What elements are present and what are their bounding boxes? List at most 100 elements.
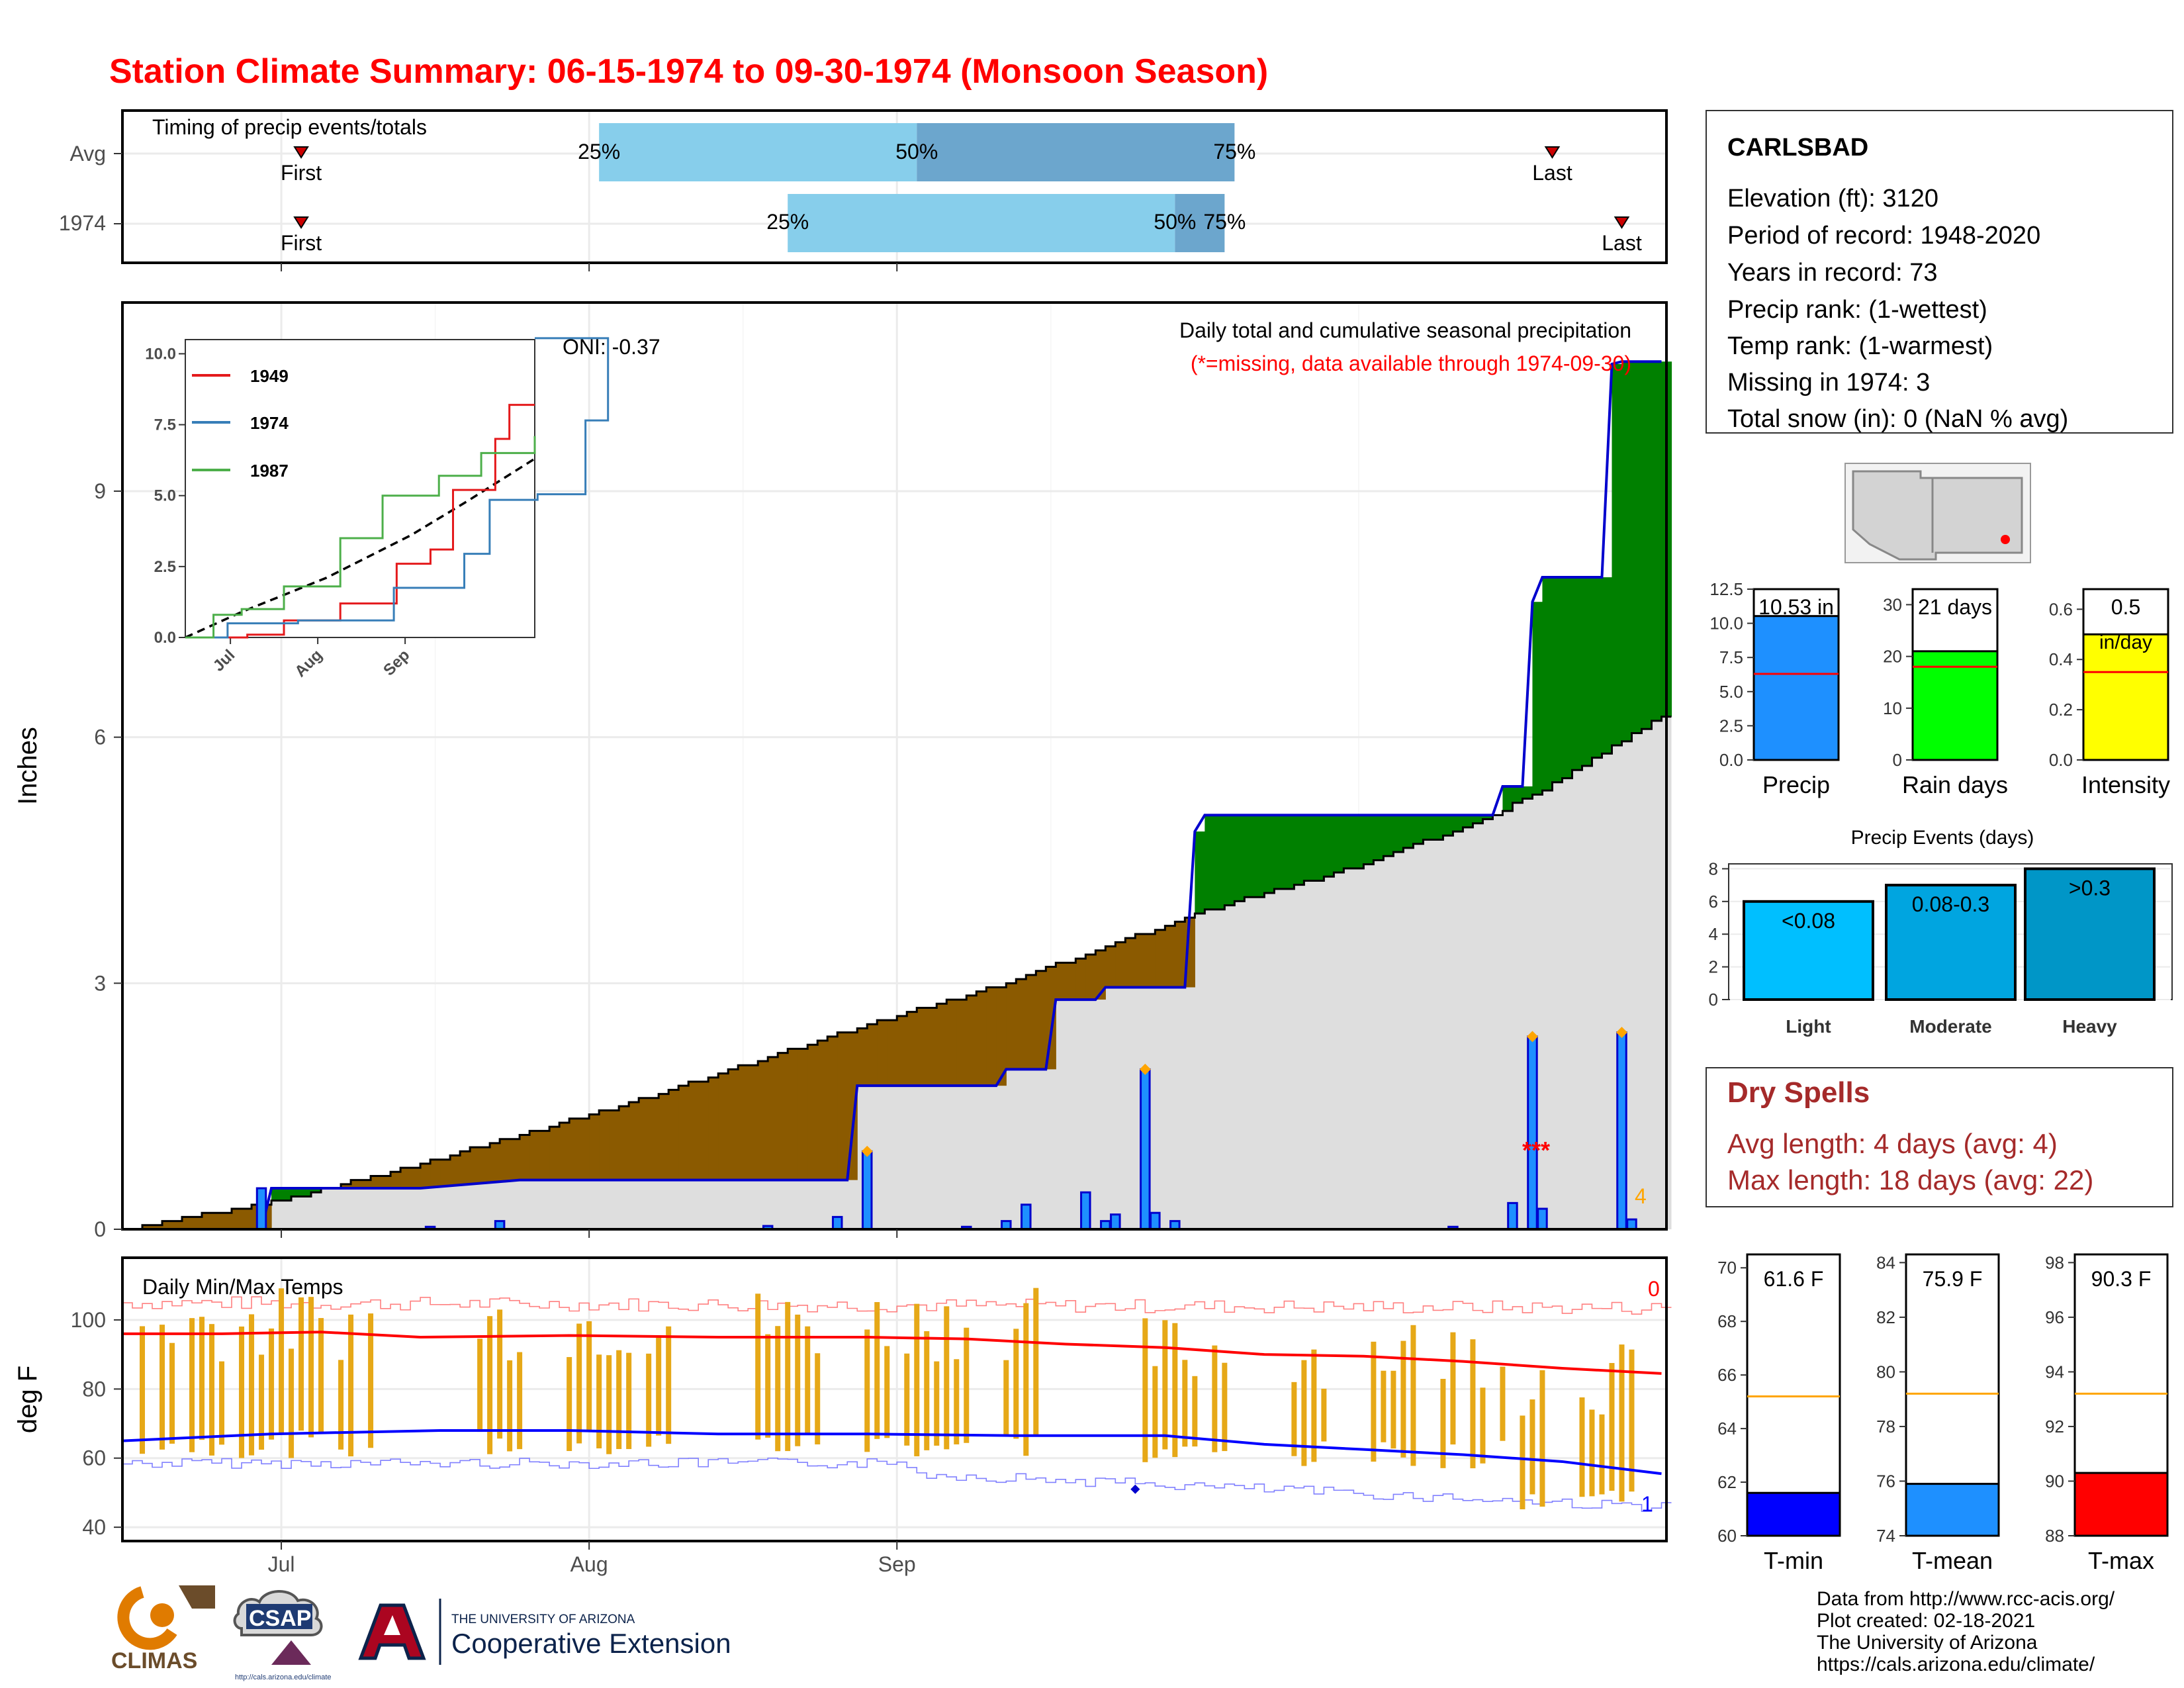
dry-spells-box: Dry Spells Avg length: 4 days (avg: 4) M… [1706, 1067, 2173, 1207]
precip-daily-bar [1527, 1035, 1538, 1231]
temp-bar-label: T-min [1764, 1547, 1823, 1574]
precip-surplus-segment [271, 1188, 282, 1201]
precip-deficit-segment [490, 1143, 500, 1183]
summary-bar-tick-label: 0.4 [2049, 649, 2073, 669]
temp-count-max: 0 [1648, 1277, 1660, 1301]
events-bar-label: Light [1786, 1016, 1831, 1037]
temp-bar-fill [2073, 1472, 2169, 1537]
precip-surplus-segment [311, 1188, 322, 1193]
precip-surplus-segment [1532, 602, 1543, 795]
precip-deficit-segment [768, 1056, 778, 1180]
events-bar-light [1743, 900, 1874, 1002]
timing-first-label: First [281, 161, 322, 185]
precip-deficit-segment [1175, 921, 1185, 988]
events-bar-value: >0.3 [2069, 876, 2111, 900]
precip-surplus-segment [1195, 831, 1205, 914]
precip-deficit-segment [946, 1000, 957, 1086]
precip-deficit-segment [579, 1118, 590, 1180]
precip-deficit-segment [867, 1024, 878, 1086]
precip-deficit-segment [470, 1147, 480, 1184]
inset-plot-bg [185, 339, 535, 638]
precip-deficit-segment [887, 1020, 897, 1086]
precip-deficit-segment [797, 1049, 808, 1180]
timing-panel: Timing of precip events/totals 25% 50% 75%… [59, 109, 1668, 271]
precip-surplus-segment [1294, 815, 1304, 885]
temp-daily-bar [1400, 1340, 1406, 1458]
temp-daily-bar [1480, 1387, 1486, 1464]
temp-daily-bar [1301, 1360, 1307, 1466]
precip-deficit-segment [1105, 946, 1116, 988]
temp-panel-frame [121, 1256, 1668, 1542]
precip-deficit-segment [371, 1176, 381, 1189]
timing-bar-50-75 [917, 123, 1235, 181]
precip-deficit-segment [1066, 962, 1076, 1000]
temp-daily-bar [1023, 1303, 1029, 1456]
temp-summary-t-min: 61.6 F T-min 60 62 64 66 68 70 [1717, 1253, 1841, 1574]
page-title: Station Climate Summary: 06-15-1974 to 0… [109, 52, 1268, 91]
temp-daily-bar [259, 1354, 265, 1450]
precip-deficit-segment [827, 1036, 838, 1180]
timing-first-label: First [281, 231, 322, 255]
temp-daily-bar [646, 1353, 652, 1447]
x-axis-tick-label: Aug [570, 1552, 608, 1576]
summary-bars: 10.53 in Precip 0.0 2.5 5.0 7.5 10.0 12.5 21 day… [1709, 579, 2170, 798]
precip-deficit-segment [728, 1069, 739, 1180]
temp-daily-bar [815, 1353, 821, 1445]
missing-marker: *** [1522, 1137, 1550, 1164]
temp-bar-tick-label: 84 [1876, 1252, 1895, 1272]
temp-bar-tick-label: 64 [1717, 1419, 1737, 1438]
temp-avg-min-line [122, 1429, 1662, 1476]
temp-bar-frame [1746, 1253, 1841, 1537]
temp-daily-bar [1033, 1288, 1039, 1436]
precip-surplus-segment [1453, 815, 1464, 832]
legend-label-1987: 1987 [250, 461, 289, 481]
temp-bar-tick-label: 90 [2045, 1471, 2064, 1491]
dry-spells-max: Max length: 18 days (avg: 22) [1727, 1164, 2093, 1196]
precip-surplus-segment [1254, 815, 1265, 898]
precip-ytick-label: 0 [94, 1217, 106, 1241]
temp-daily-bar [1609, 1363, 1615, 1491]
precip-surplus-segment [1264, 815, 1275, 894]
temp-daily-bar [279, 1288, 285, 1434]
precip-surplus-segment [1602, 577, 1613, 754]
inset-ytick-label: 5.0 [154, 487, 176, 505]
logos: CLIMAS CSAP http://cals.arizona.edu/clim… [111, 1585, 731, 1681]
temp-bar-tick-label: 78 [1876, 1417, 1895, 1436]
temp-daily-bar [1410, 1325, 1416, 1466]
summary-bar-tick-label: 0.0 [2049, 750, 2073, 770]
temp-daily-bar [1520, 1415, 1525, 1510]
precip-deficit-segment [649, 1098, 659, 1180]
temp-record-max-line [122, 1296, 1672, 1315]
precip-surplus-segment [1353, 815, 1365, 868]
temp-daily-bar [596, 1354, 602, 1449]
precip-cumulative-line [122, 360, 1662, 1231]
precip-deficit-segment [192, 1217, 203, 1229]
precip-surplus-segment [291, 1188, 302, 1197]
precip-daily-bar [1110, 1213, 1121, 1231]
timing-first-marker [293, 216, 309, 229]
temp-daily-bar [576, 1323, 582, 1444]
precip-deficit-segment [788, 1049, 798, 1180]
temp-bar-tick-label: 96 [2045, 1307, 2064, 1327]
inset-avg-line [185, 457, 535, 639]
precip-surplus-segment [281, 1188, 292, 1201]
temp-daily-bar [656, 1337, 662, 1436]
events-bar-label: Moderate [1909, 1016, 1991, 1037]
precip-deficit-segment [589, 1114, 600, 1180]
station-line-snow: Total snow (in): 0 (NaN % avg) [1727, 405, 2068, 433]
precip-ytick-label: 3 [94, 971, 106, 995]
timing-last-label: Last [1602, 231, 1642, 255]
precip-daily-bar [1626, 1218, 1637, 1231]
precip-deficit-segment [837, 1032, 848, 1180]
temp-daily-bar [964, 1327, 970, 1443]
precip-deficit-segment [559, 1122, 570, 1180]
dry-spells-title: Dry Spells [1727, 1076, 1870, 1109]
temp-daily-bar [765, 1334, 771, 1438]
x-axis-tick-label: Jul [268, 1552, 295, 1576]
temp-daily-bar [318, 1318, 324, 1433]
precip-deficit-segment [678, 1086, 689, 1180]
temp-daily-bar [775, 1326, 781, 1452]
temp-daily-bar [567, 1357, 572, 1452]
precip-deficit-segment [390, 1172, 401, 1189]
